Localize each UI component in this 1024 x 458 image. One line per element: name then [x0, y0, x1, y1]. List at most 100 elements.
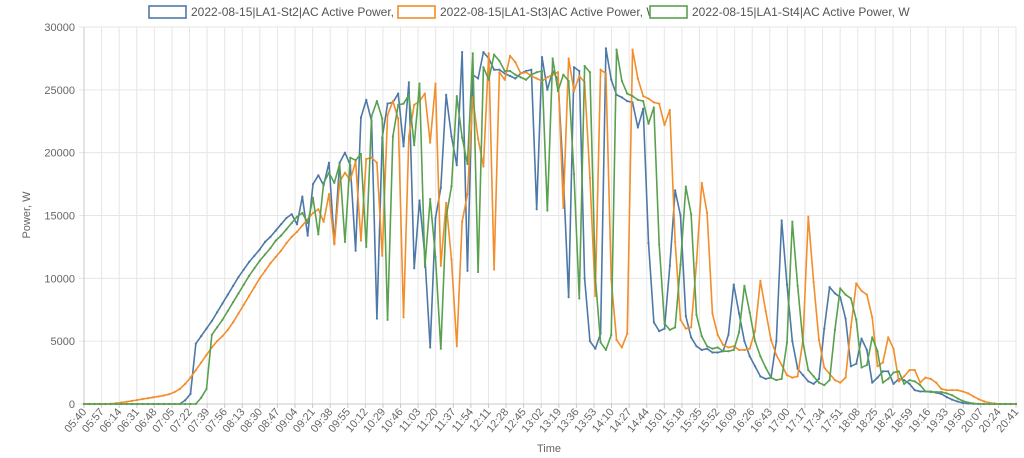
data-point — [961, 390, 964, 393]
data-point — [498, 68, 501, 71]
data-point — [966, 392, 970, 395]
data-point — [604, 72, 608, 75]
data-point — [849, 297, 853, 300]
data-point — [546, 209, 549, 212]
data-point — [205, 327, 208, 330]
data-point — [386, 102, 389, 105]
data-point — [929, 390, 932, 394]
data-point — [839, 287, 842, 290]
data-point — [823, 366, 826, 369]
data-point — [663, 322, 666, 325]
data-point — [674, 240, 677, 243]
data-point — [434, 216, 437, 220]
data-point — [583, 64, 586, 68]
legend[interactable]: 2022-08-15|LA1-St2|AC Active Power, W 202… — [148, 5, 910, 19]
legend-item-2[interactable]: 2022-08-15|LA1-St3|AC Active Power, W — [397, 5, 658, 19]
data-point — [381, 117, 384, 120]
data-point — [173, 402, 176, 406]
data-point — [397, 103, 400, 107]
data-point — [141, 402, 144, 406]
data-point — [844, 293, 847, 296]
data-point — [679, 214, 682, 217]
data-point — [423, 265, 426, 269]
data-point — [865, 363, 868, 367]
data-point — [716, 351, 719, 354]
data-point — [184, 402, 187, 406]
data-point — [418, 82, 421, 85]
data-point — [290, 213, 293, 216]
data-point — [141, 398, 144, 401]
data-point — [317, 174, 320, 177]
data-point — [876, 365, 879, 368]
data-point — [684, 327, 687, 330]
data-point — [317, 233, 320, 236]
data-point — [940, 390, 943, 394]
legend-item-1[interactable]: 2022-08-15|LA1-St2|AC Active Power, W — [148, 5, 409, 19]
data-point — [386, 113, 389, 117]
data-point — [546, 76, 549, 79]
data-point — [950, 389, 954, 392]
data-point — [375, 161, 379, 164]
data-point — [982, 402, 986, 406]
data-point — [439, 186, 442, 189]
data-point — [594, 275, 597, 279]
data-point — [759, 355, 762, 358]
data-point — [935, 390, 938, 394]
data-point — [721, 343, 725, 347]
data-point — [908, 368, 911, 372]
data-point — [817, 377, 821, 380]
data-point — [775, 379, 778, 382]
data-point — [136, 398, 139, 402]
data-point — [860, 366, 863, 369]
data-point — [237, 312, 240, 315]
data-point — [647, 242, 650, 245]
legend-item-3[interactable]: 2022-08-15|LA1-St4|AC Active Power, W — [649, 5, 910, 19]
data-point — [157, 402, 160, 406]
data-point — [743, 284, 746, 287]
data-point — [833, 328, 837, 331]
data-point — [503, 78, 506, 81]
data-point — [178, 402, 181, 406]
data-point — [498, 71, 501, 74]
data-point — [748, 311, 751, 314]
data-point — [865, 293, 868, 296]
data-point — [237, 292, 240, 295]
data-point — [375, 317, 379, 320]
data-point — [620, 79, 624, 83]
data-point — [908, 379, 911, 382]
data-point — [881, 381, 884, 384]
data-point — [812, 281, 815, 284]
series-line-1 — [84, 47, 1016, 405]
data-point — [514, 77, 517, 80]
data-point — [711, 312, 714, 315]
data-point — [189, 402, 192, 406]
data-point — [706, 347, 709, 350]
data-point — [402, 316, 405, 319]
data-point — [769, 376, 773, 379]
data-point — [365, 245, 368, 249]
data-point — [407, 81, 410, 84]
data-point — [871, 381, 874, 384]
data-point — [285, 216, 288, 220]
data-point — [455, 345, 458, 348]
data-point — [695, 345, 698, 348]
data-point — [604, 47, 608, 50]
data-point — [721, 350, 725, 353]
data-point — [269, 235, 272, 238]
data-point — [189, 392, 192, 396]
data-point — [769, 338, 773, 342]
data-point — [279, 249, 283, 252]
data-point — [327, 193, 331, 196]
data-point — [269, 262, 272, 265]
legend-label: 2022-08-15|LA1-St3|AC Active Power, W — [440, 5, 658, 19]
data-point — [205, 387, 208, 391]
data-point — [647, 122, 650, 125]
data-point — [263, 240, 267, 243]
data-point — [615, 48, 618, 51]
data-point — [492, 268, 496, 271]
data-point — [636, 98, 639, 101]
data-point — [216, 326, 219, 329]
data-point — [737, 312, 741, 315]
data-point — [535, 77, 538, 80]
data-point — [242, 303, 245, 306]
